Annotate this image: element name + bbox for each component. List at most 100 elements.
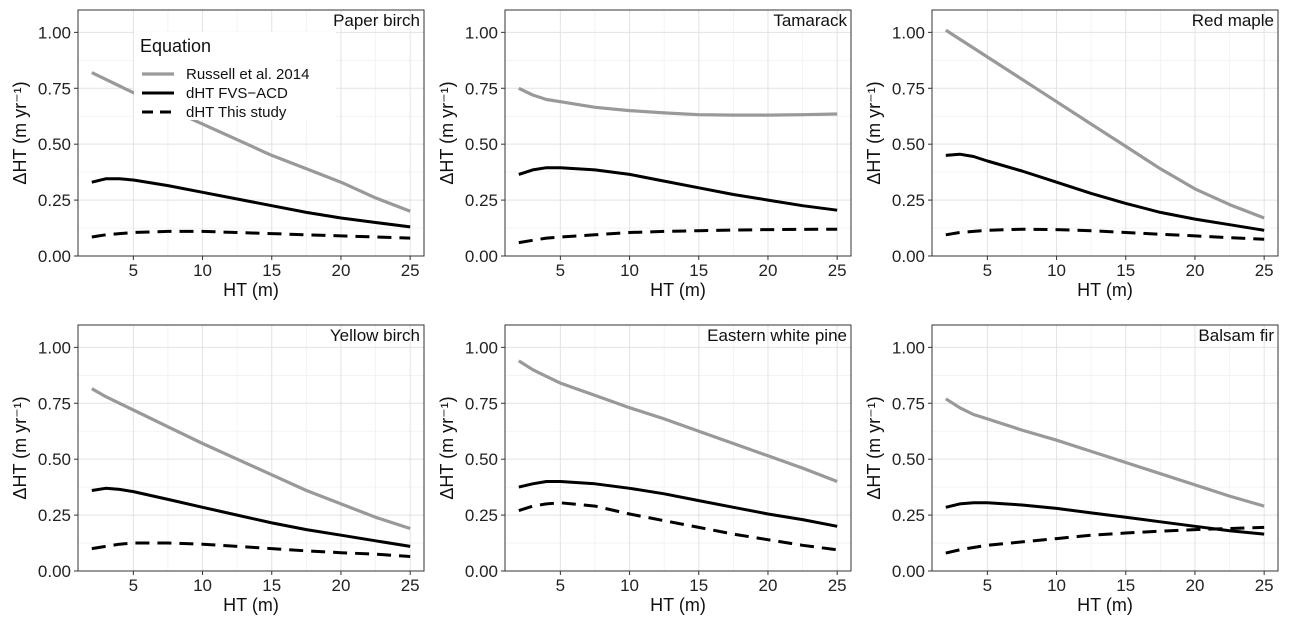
x-tick-label: 25 xyxy=(828,576,847,595)
legend-label: dHT FVS−ACD xyxy=(186,85,288,102)
panel-title: Yellow birch xyxy=(330,326,420,345)
x-tick-label: 20 xyxy=(1185,576,1204,595)
panel-title: Red maple xyxy=(1192,11,1274,30)
x-tick-label: 25 xyxy=(1255,576,1274,595)
legend-label: Russell et al. 2014 xyxy=(186,66,309,83)
x-tick-label: 15 xyxy=(262,576,281,595)
y-tick-label: 0.00 xyxy=(892,247,925,266)
panel-title: Paper birch xyxy=(333,11,420,30)
series-line xyxy=(91,541,411,558)
x-tick-label: 20 xyxy=(1185,261,1204,280)
chart-panel: Eastern white pine 5 10 15 20 25 0.00 0.25 0.50 0… xyxy=(437,324,852,615)
series-line xyxy=(518,501,838,552)
y-tick-label: 1.00 xyxy=(892,23,925,42)
series-line xyxy=(91,177,411,229)
x-tick-label: 5 xyxy=(556,576,565,595)
chart-panel: Red maple 5 10 15 20 25 0.00 0.25 0.50 0.75 1.00 HT… xyxy=(864,9,1279,300)
y-tick-label: 0.50 xyxy=(892,450,925,469)
y-axis-title: ΔHT (m yr⁻¹) xyxy=(10,81,30,184)
x-tick-label: 20 xyxy=(331,576,350,595)
y-tick-label: 0.25 xyxy=(465,191,498,210)
legend-background xyxy=(134,32,336,120)
series-line xyxy=(944,28,1265,220)
series-line xyxy=(518,86,838,117)
y-tick-label: 0.00 xyxy=(465,247,498,266)
x-tick-label: 10 xyxy=(620,261,639,280)
chart-panel: Paper birch 5 10 15 20 25 0.00 0.25 0.50 0.75 1.00… xyxy=(10,9,425,300)
x-tick-label: 25 xyxy=(401,576,420,595)
y-tick-label: 0.00 xyxy=(38,247,71,266)
y-axis-title: ΔHT (m yr⁻¹) xyxy=(864,81,884,184)
y-tick-label: 0.00 xyxy=(892,562,925,581)
panel-border xyxy=(77,9,425,257)
series-line xyxy=(945,152,1265,232)
x-tick-label: 20 xyxy=(758,261,777,280)
y-tick-label: 1.00 xyxy=(38,338,71,357)
y-axis-title: ΔHT (m yr⁻¹) xyxy=(437,396,457,499)
y-tick-label: 0.50 xyxy=(892,135,925,154)
series-line xyxy=(945,501,1265,536)
y-tick-label: 0.25 xyxy=(465,506,498,525)
y-tick-label: 1.00 xyxy=(892,338,925,357)
y-tick-label: 0.75 xyxy=(892,79,925,98)
panel-border xyxy=(504,9,852,257)
x-axis-title: HT (m) xyxy=(650,595,706,615)
x-tick-label: 15 xyxy=(1116,261,1135,280)
y-tick-label: 0.25 xyxy=(38,506,71,525)
chart-panel: Balsam fir 5 10 15 20 25 0.00 0.25 0.50 0.75 1.00 H… xyxy=(864,324,1279,615)
x-axis-title: HT (m) xyxy=(1077,280,1133,300)
legend-title: Equation xyxy=(140,36,211,56)
y-tick-label: 0.75 xyxy=(892,394,925,413)
y-tick-label: 0.50 xyxy=(38,450,71,469)
panel-border xyxy=(504,324,852,572)
y-tick-label: 0.75 xyxy=(38,79,71,98)
x-axis-title: HT (m) xyxy=(223,280,279,300)
x-tick-label: 10 xyxy=(1047,576,1066,595)
x-tick-label: 15 xyxy=(262,261,281,280)
legend-items: Russell et al. 2014 dHT FVS−ACD dHT This s… xyxy=(142,66,309,121)
x-tick-label: 10 xyxy=(193,576,212,595)
panel-title: Eastern white pine xyxy=(707,326,847,345)
y-tick-label: 1.00 xyxy=(465,338,498,357)
x-tick-label: 25 xyxy=(1255,261,1274,280)
series-line xyxy=(517,359,838,483)
y-tick-label: 0.50 xyxy=(465,135,498,154)
y-tick-label: 0.25 xyxy=(38,191,71,210)
x-tick-label: 25 xyxy=(828,261,847,280)
y-tick-label: 0.50 xyxy=(465,450,498,469)
legend-label: dHT This study xyxy=(186,104,287,121)
y-tick-label: 0.00 xyxy=(465,562,498,581)
panels: Paper birch 5 10 15 20 25 0.00 0.25 0.50 0.75 1.00… xyxy=(10,9,1279,615)
panel-border xyxy=(931,324,1279,572)
chart-panel: Tamarack 5 10 15 20 25 0.00 0.25 0.50 0.75 1.00 HT … xyxy=(437,9,852,300)
series-line xyxy=(518,166,838,212)
panel-border xyxy=(77,324,425,572)
y-axis-title: ΔHT (m yr⁻¹) xyxy=(10,396,30,499)
y-tick-label: 0.75 xyxy=(465,79,498,98)
x-tick-label: 5 xyxy=(129,576,138,595)
x-tick-label: 20 xyxy=(331,261,350,280)
x-axis-title: HT (m) xyxy=(1077,595,1133,615)
panel-border xyxy=(931,9,1279,257)
panel-title: Balsam fir xyxy=(1198,326,1274,345)
x-tick-label: 5 xyxy=(983,261,992,280)
chart-panel: Yellow birch 5 10 15 20 25 0.00 0.25 0.50 0.75 1.0… xyxy=(10,324,425,615)
x-tick-label: 15 xyxy=(689,576,708,595)
x-tick-label: 10 xyxy=(193,261,212,280)
series-line xyxy=(518,227,838,245)
y-tick-label: 1.00 xyxy=(465,23,498,42)
y-tick-label: 0.25 xyxy=(892,506,925,525)
series-line xyxy=(91,229,411,240)
legend: Equation Russell et al. 2014 dHT FVS−ACD d… xyxy=(134,32,336,121)
x-tick-label: 25 xyxy=(401,261,420,280)
y-tick-label: 0.50 xyxy=(38,135,71,154)
x-tick-label: 15 xyxy=(1116,576,1135,595)
series-line xyxy=(945,525,1265,555)
series-line xyxy=(945,227,1265,241)
x-tick-label: 10 xyxy=(620,576,639,595)
y-tick-label: 0.00 xyxy=(38,562,71,581)
series-line xyxy=(518,480,838,528)
y-tick-label: 1.00 xyxy=(38,23,71,42)
x-tick-label: 5 xyxy=(983,576,992,595)
